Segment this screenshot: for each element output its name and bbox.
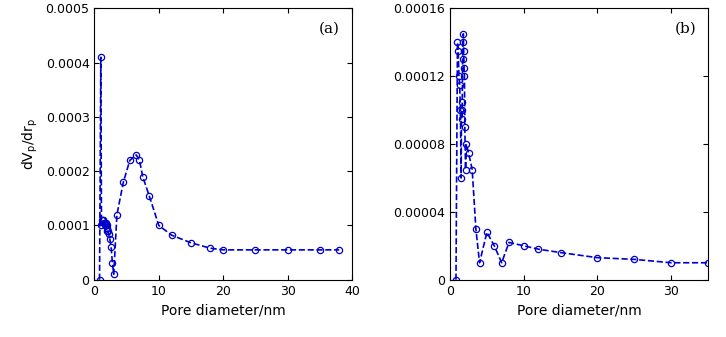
X-axis label: Pore diameter/nm: Pore diameter/nm: [161, 303, 285, 317]
Text: (b): (b): [674, 22, 696, 36]
X-axis label: Pore diameter/nm: Pore diameter/nm: [517, 303, 641, 317]
Y-axis label: dV$_\mathregular{p}$/dr$_\mathregular{p}$: dV$_\mathregular{p}$/dr$_\mathregular{p}…: [20, 118, 40, 170]
Text: (a): (a): [319, 22, 340, 36]
